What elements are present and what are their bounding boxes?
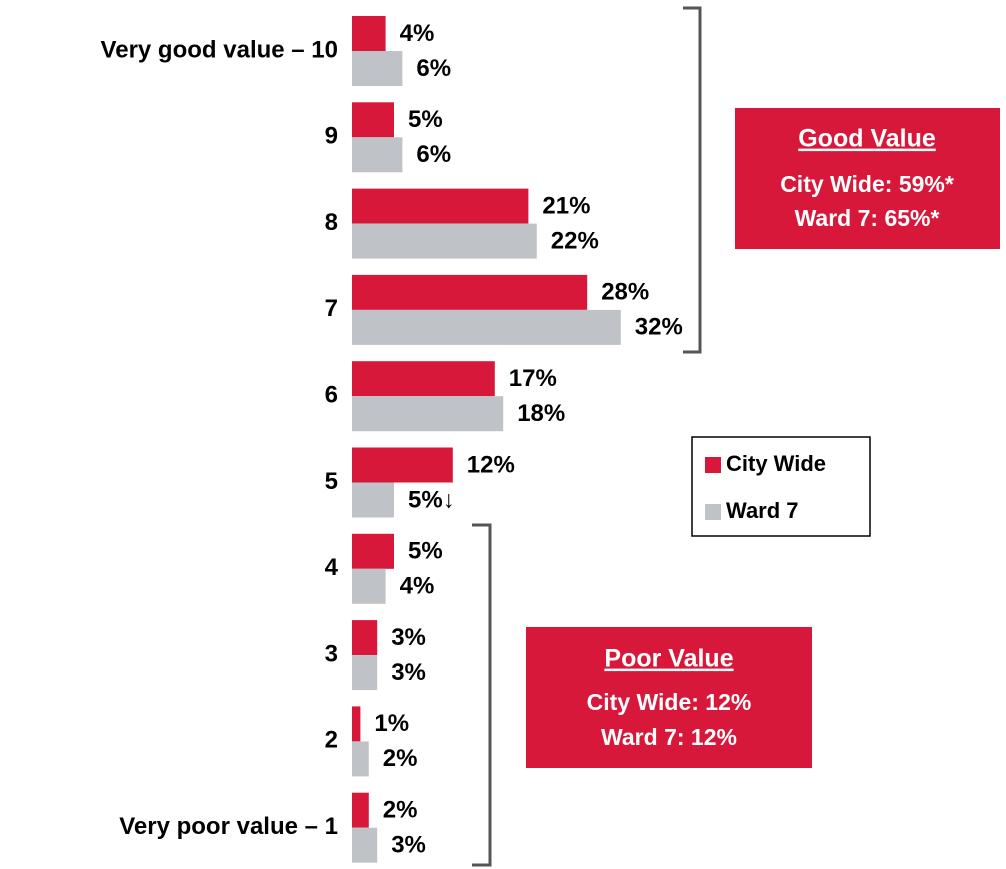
bar bbox=[352, 16, 386, 51]
poor-title: Poor Value bbox=[604, 645, 733, 673]
bar bbox=[352, 137, 403, 173]
bar bbox=[352, 741, 369, 777]
legend-swatch bbox=[705, 504, 721, 520]
value-label: 3% bbox=[391, 659, 426, 686]
bar bbox=[352, 274, 588, 310]
value-label: 2% bbox=[383, 797, 418, 824]
value-label: 21% bbox=[542, 192, 590, 219]
value-label: 6% bbox=[416, 141, 451, 168]
good-line: City Wide: 59%* bbox=[780, 171, 954, 197]
category-label: 2 bbox=[325, 727, 338, 754]
value-label: 28% bbox=[601, 279, 649, 306]
legend bbox=[691, 436, 871, 537]
value-label: 5%↓ bbox=[408, 486, 455, 513]
value-label: 4% bbox=[400, 20, 435, 47]
good-box bbox=[735, 108, 1000, 249]
good-bracket bbox=[683, 6, 702, 354]
bar bbox=[352, 361, 495, 397]
value-label: 4% bbox=[400, 573, 435, 600]
legend-swatch bbox=[705, 457, 721, 473]
poor-line: Ward 7: 12% bbox=[601, 724, 737, 750]
poor-box bbox=[526, 627, 812, 768]
category-label: 7 bbox=[325, 295, 338, 322]
bar bbox=[352, 482, 394, 518]
category-label: 5 bbox=[325, 468, 338, 495]
bar bbox=[352, 102, 394, 138]
value-label: 5% bbox=[408, 538, 443, 565]
bar bbox=[352, 309, 621, 345]
good-title: Good Value bbox=[798, 125, 936, 153]
good-line: Ward 7: 65%* bbox=[795, 205, 940, 231]
bar bbox=[352, 188, 529, 224]
legend-label: Ward 7 bbox=[726, 498, 799, 523]
bar bbox=[352, 396, 504, 432]
value-label: 17% bbox=[509, 365, 557, 392]
value-label: 5% bbox=[408, 106, 443, 133]
bar bbox=[352, 620, 378, 656]
category-label: 3 bbox=[325, 640, 338, 667]
poor-line: City Wide: 12% bbox=[587, 689, 752, 715]
category-label: 9 bbox=[325, 123, 338, 150]
bar bbox=[352, 533, 394, 569]
poor-bracket bbox=[472, 523, 492, 867]
bar bbox=[352, 655, 378, 691]
category-label: Very good value – 10 bbox=[101, 36, 338, 63]
value-label: 3% bbox=[391, 624, 426, 651]
value-label: 6% bbox=[416, 55, 451, 82]
value-label: 1% bbox=[374, 710, 409, 737]
category-label: 4 bbox=[325, 554, 339, 581]
value-label: 22% bbox=[551, 227, 599, 254]
legend-label: City Wide bbox=[726, 451, 826, 476]
value-label: 2% bbox=[383, 745, 418, 772]
value-label: 12% bbox=[467, 451, 515, 478]
category-label: 6 bbox=[325, 382, 338, 409]
category-label: Very poor value – 1 bbox=[119, 813, 338, 840]
value-label: 3% bbox=[391, 832, 426, 859]
category-label: 8 bbox=[325, 209, 338, 236]
bar bbox=[352, 827, 378, 863]
value-label: 32% bbox=[635, 314, 683, 341]
bar bbox=[352, 223, 537, 259]
value-label: 18% bbox=[517, 400, 565, 427]
bar bbox=[352, 706, 361, 742]
bar bbox=[352, 51, 403, 86]
bar bbox=[352, 447, 453, 483]
bar bbox=[352, 568, 386, 604]
bar bbox=[352, 792, 369, 828]
